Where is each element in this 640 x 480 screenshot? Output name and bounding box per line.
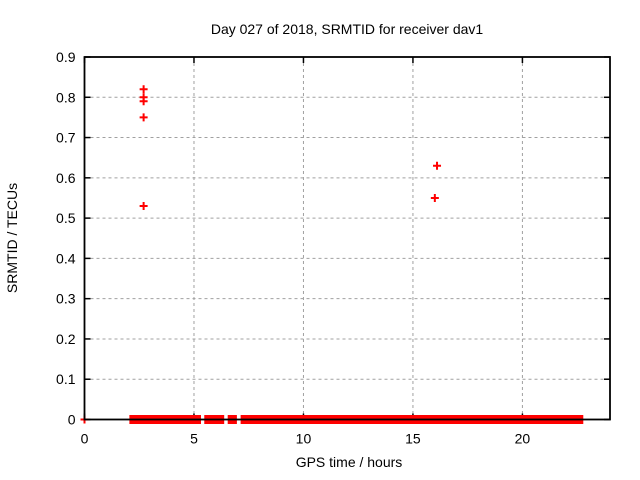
- y-tick-label: 0.8: [56, 89, 76, 105]
- y-tick-label: 0.4: [56, 250, 76, 266]
- plot-render-layer: 0 5 10 15 20 0 0.1 0.2 0.3 0.4 0.5 0.6 0.7 0.8 0.9: [56, 49, 611, 447]
- x-tick-label: 20: [515, 431, 531, 447]
- chart-title: Day 027 of 2018, SRMTID for receiver dav…: [211, 21, 484, 37]
- plot-border: [83, 56, 611, 421]
- data-point-marker: [430, 193, 439, 202]
- y-tick-label: 0.6: [56, 170, 76, 186]
- data-point-marker: [139, 97, 148, 106]
- x-axis-label: GPS time / hours: [296, 454, 403, 470]
- y-tick-label: 0.1: [56, 371, 76, 387]
- y-tick-label: 0: [68, 412, 76, 428]
- data-point-marker: [433, 161, 442, 170]
- x-tick-label: 15: [405, 431, 421, 447]
- y-tick-label: 0.2: [56, 331, 76, 347]
- data-point-marker: [139, 85, 148, 94]
- y-tick-label: 0.3: [56, 291, 76, 307]
- data-point-marker: [139, 113, 148, 122]
- y-tick-label: 0.7: [56, 130, 76, 146]
- x-tick-label: 5: [190, 431, 198, 447]
- data-point-marker: [139, 202, 148, 211]
- y-tick-label: 0.9: [56, 49, 76, 65]
- x-tick-label: 0: [81, 431, 89, 447]
- y-axis-label: SRMTID / TECUs: [4, 183, 20, 293]
- x-tick-label: 10: [296, 431, 312, 447]
- y-tick-label: 0.5: [56, 210, 76, 226]
